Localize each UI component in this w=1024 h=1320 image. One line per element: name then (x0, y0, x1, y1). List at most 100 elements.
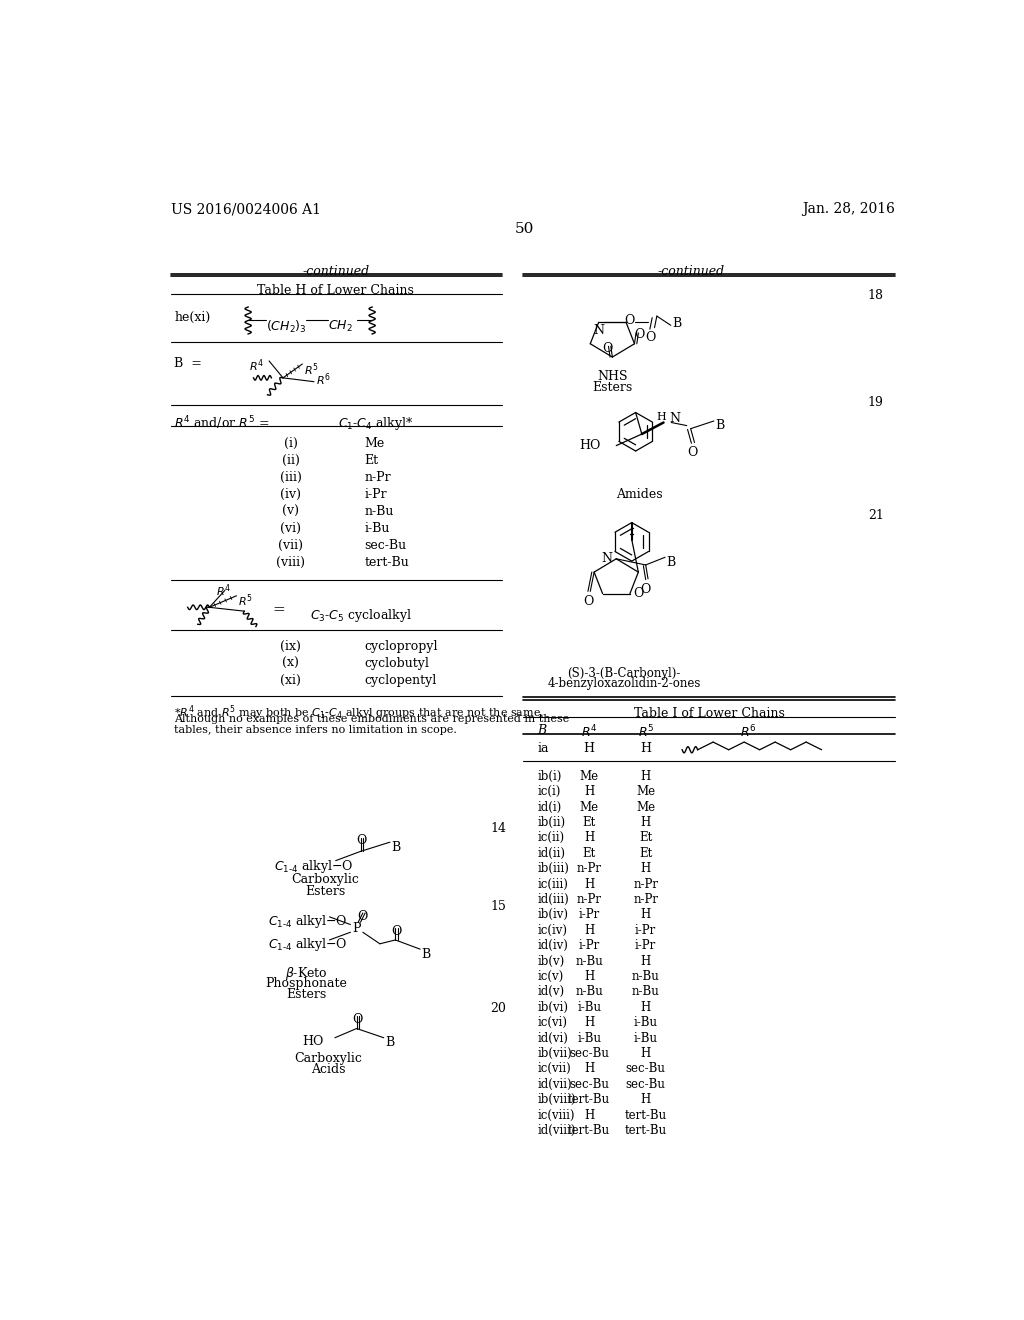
Text: H: H (641, 816, 651, 829)
Text: id(iii): id(iii) (538, 892, 569, 906)
Text: (vi): (vi) (281, 521, 301, 535)
Text: sec-Bu: sec-Bu (569, 1077, 609, 1090)
Text: O: O (584, 595, 594, 609)
Text: *$R^4$ and $R^5$ may both be $C_1$-$C_4$ alkyl groups that are not the same.: *$R^4$ and $R^5$ may both be $C_1$-$C_4$… (174, 704, 545, 722)
Text: B: B (385, 1036, 394, 1049)
Text: 18: 18 (867, 289, 884, 302)
Text: 14: 14 (490, 822, 506, 836)
Text: n-Pr: n-Pr (633, 878, 658, 891)
Text: Phosphonate: Phosphonate (265, 977, 347, 990)
Text: (vii): (vii) (279, 539, 303, 552)
Text: US 2016/0024006 A1: US 2016/0024006 A1 (171, 202, 321, 216)
Text: 15: 15 (490, 900, 506, 913)
Text: (ix): (ix) (281, 640, 301, 653)
Text: n-Pr: n-Pr (365, 471, 391, 484)
Text: cyclopropyl: cyclopropyl (365, 640, 438, 653)
Text: $C_3$-$C_5$ cycloalkyl: $C_3$-$C_5$ cycloalkyl (309, 607, 412, 624)
Text: n-Pr: n-Pr (577, 862, 602, 875)
Text: ib(i): ib(i) (538, 770, 561, 783)
Text: Carboxylic: Carboxylic (294, 1052, 361, 1065)
Text: Me: Me (580, 770, 599, 783)
Text: B: B (673, 317, 682, 330)
Text: N: N (670, 412, 681, 425)
Text: tables, their absence infers no limitation in scope.: tables, their absence infers no limitati… (174, 725, 458, 735)
Text: sec-Bu: sec-Bu (365, 539, 407, 552)
Text: O: O (602, 342, 613, 355)
Text: H: H (584, 1109, 594, 1122)
Text: B: B (667, 556, 676, 569)
Text: N: N (601, 552, 612, 565)
Text: $R^4$: $R^4$ (249, 358, 263, 375)
Text: $(CH_2)_3$: $(CH_2)_3$ (266, 318, 307, 335)
Text: H: H (584, 785, 594, 799)
Text: Et: Et (639, 847, 652, 859)
Text: O: O (645, 331, 655, 345)
Text: id(ii): id(ii) (538, 847, 565, 859)
Text: $C_{1\text{-}4}$ alkyl$-$O: $C_{1\text{-}4}$ alkyl$-$O (267, 913, 347, 931)
Text: tert-Bu: tert-Bu (625, 1109, 667, 1122)
Text: id(i): id(i) (538, 800, 561, 813)
Text: sec-Bu: sec-Bu (569, 1047, 609, 1060)
Text: (iii): (iii) (280, 471, 302, 484)
Text: $C_{1\text{-}4}$ alkyl$-$O: $C_{1\text{-}4}$ alkyl$-$O (273, 858, 353, 875)
Text: Me: Me (636, 800, 655, 813)
Text: $R^4$: $R^4$ (216, 582, 230, 599)
Text: Et: Et (639, 832, 652, 845)
Text: H: H (641, 1047, 651, 1060)
Text: H: H (640, 742, 651, 755)
Text: i-Pr: i-Pr (365, 488, 387, 502)
Text: (viii): (viii) (276, 556, 305, 569)
Text: H: H (584, 970, 594, 983)
Text: ic(v): ic(v) (538, 970, 563, 983)
Text: O: O (356, 834, 367, 847)
Text: HO: HO (302, 1035, 324, 1048)
Text: i-Bu: i-Bu (578, 1032, 601, 1044)
Text: H: H (641, 1093, 651, 1106)
Text: Esters: Esters (286, 989, 327, 1002)
Text: Et: Et (365, 454, 379, 467)
Text: Me: Me (365, 437, 385, 450)
Text: O: O (634, 329, 644, 342)
Text: Et: Et (583, 816, 596, 829)
Text: Table I of Lower Chains: Table I of Lower Chains (634, 708, 784, 721)
Text: Carboxylic: Carboxylic (292, 873, 359, 886)
Text: $\beta$-Keto: $\beta$-Keto (285, 965, 328, 982)
Text: n-Bu: n-Bu (575, 954, 603, 968)
Text: n-Bu: n-Bu (365, 506, 394, 517)
Text: ib(iii): ib(iii) (538, 862, 569, 875)
Text: 20: 20 (490, 1002, 506, 1015)
Text: $C_{1\text{-}4}$ alkyl$-$O: $C_{1\text{-}4}$ alkyl$-$O (267, 936, 347, 953)
Text: i-Bu: i-Bu (634, 1032, 657, 1044)
Text: n-Bu: n-Bu (632, 970, 659, 983)
Text: sec-Bu: sec-Bu (626, 1077, 666, 1090)
Text: O: O (687, 446, 697, 459)
Text: H: H (584, 1063, 594, 1076)
Text: i-Pr: i-Pr (635, 940, 656, 952)
Text: (x): (x) (283, 657, 299, 671)
Text: $R^5$: $R^5$ (238, 591, 253, 609)
Text: (S)-3-(B-Carbonyl)-: (S)-3-(B-Carbonyl)- (567, 667, 681, 680)
Text: ic(i): ic(i) (538, 785, 560, 799)
Text: ia: ia (538, 742, 549, 755)
Text: id(v): id(v) (538, 985, 564, 998)
Text: Esters: Esters (305, 884, 346, 898)
Text: i-Pr: i-Pr (579, 908, 600, 921)
Text: 21: 21 (867, 508, 884, 521)
Text: i-Bu: i-Bu (634, 1016, 657, 1030)
Text: ic(vii): ic(vii) (538, 1063, 571, 1076)
Text: tert-Bu: tert-Bu (568, 1093, 610, 1106)
Text: H: H (584, 1016, 594, 1030)
Text: Although no examples of these embodiments are represented in these: Although no examples of these embodiment… (174, 714, 569, 725)
Text: B  =: B = (174, 358, 203, 370)
Text: tert-Bu: tert-Bu (625, 1125, 667, 1137)
Text: ib(vi): ib(vi) (538, 1001, 568, 1014)
Text: $R^6$: $R^6$ (315, 371, 331, 388)
Text: $R^4$: $R^4$ (581, 723, 597, 741)
Text: i-Bu: i-Bu (578, 1001, 601, 1014)
Text: Me: Me (636, 785, 655, 799)
Text: 50: 50 (515, 222, 535, 236)
Text: $R^5$: $R^5$ (304, 360, 318, 378)
Text: H: H (584, 742, 595, 755)
Text: NHS: NHS (597, 370, 628, 383)
Text: HO: HO (580, 440, 601, 453)
